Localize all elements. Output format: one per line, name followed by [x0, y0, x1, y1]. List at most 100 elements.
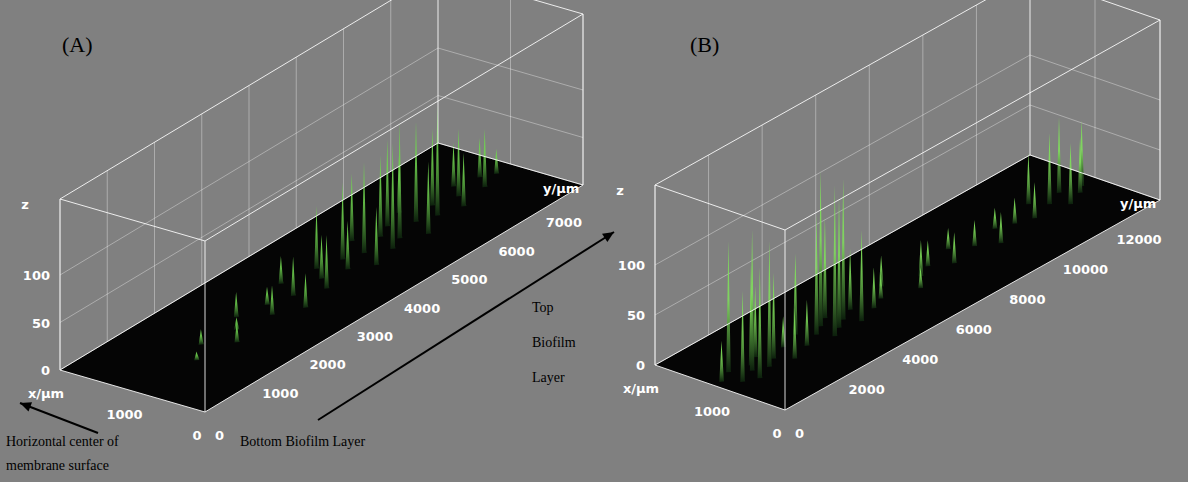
grid-line	[201, 114, 202, 285]
grid-line	[583, 14, 584, 185]
text-line: Layer	[532, 370, 565, 385]
grid-line	[1095, 0, 1096, 178]
spike	[1068, 143, 1073, 204]
arrow-head	[20, 402, 32, 411]
spikes	[194, 105, 499, 360]
grid-line	[249, 86, 250, 257]
canvas: 0100001000200030004000500060007000050100…	[0, 0, 1188, 482]
spike	[456, 129, 461, 197]
spike	[340, 182, 345, 259]
spike	[265, 287, 270, 305]
grid-line	[60, 199, 61, 370]
box-edge	[1160, 20, 1161, 200]
text-line: Top	[532, 300, 554, 315]
spike	[872, 267, 877, 308]
grid-line	[107, 171, 108, 342]
y-tick-label: 2000	[849, 382, 885, 397]
spike	[918, 267, 923, 288]
x-tick-label: 0	[192, 428, 201, 443]
y-axis-title: y/µm	[543, 181, 579, 196]
arrow-head	[602, 232, 614, 242]
spike	[235, 322, 240, 342]
box-edge	[655, 185, 656, 365]
spike	[397, 123, 402, 238]
z-axis-title: z	[21, 197, 29, 212]
spike	[767, 241, 772, 367]
spike	[324, 235, 329, 289]
spike	[199, 329, 204, 345]
grid-line	[60, 143, 438, 370]
z-axis-title: z	[616, 183, 624, 198]
x-axis-title: x/µm	[28, 386, 64, 401]
box-edge	[583, 14, 584, 185]
spike	[234, 292, 239, 317]
y-tick-label: 1000	[262, 386, 298, 401]
box-edge	[438, 0, 583, 14]
spike	[374, 207, 379, 265]
spike	[1057, 117, 1062, 193]
z-tick-label: 50	[32, 316, 50, 331]
box-edge	[785, 20, 1160, 230]
spike	[362, 162, 367, 254]
y-tick-label: 0	[795, 426, 804, 441]
text-line: Biofilm	[532, 335, 576, 350]
z-tick-label: 0	[636, 358, 645, 373]
spike	[972, 220, 977, 246]
spike	[451, 143, 456, 187]
box-edge	[1030, 155, 1160, 200]
grid-line	[922, 35, 923, 215]
y-tick-label: 4000	[404, 301, 440, 316]
spike	[841, 179, 846, 320]
spike	[1026, 153, 1031, 204]
grid-line	[60, 96, 438, 323]
arrow-line	[20, 403, 98, 433]
floor	[655, 155, 1160, 410]
spike	[859, 230, 864, 321]
box-edge	[205, 14, 583, 241]
spike	[494, 149, 499, 174]
box-edge	[785, 200, 1160, 410]
grid-line	[869, 65, 870, 245]
spike	[758, 267, 763, 378]
spike	[919, 240, 924, 276]
spike	[482, 129, 487, 187]
box-edge	[655, 185, 785, 230]
spike	[1032, 182, 1037, 218]
box-edge	[1030, 0, 1160, 20]
z-tick-label: 0	[41, 363, 50, 378]
text-line: Bottom Biofilm Layer	[240, 434, 366, 449]
spike	[726, 241, 731, 372]
spike	[952, 232, 957, 263]
grid-line	[762, 125, 763, 305]
spike	[1012, 198, 1017, 224]
y-tick-label: 8000	[1009, 292, 1045, 307]
y-axis-title: y/µm	[1120, 196, 1156, 211]
spike	[1078, 137, 1083, 193]
spike	[719, 341, 724, 382]
spike	[385, 140, 390, 227]
text-line: Horizontal center of	[6, 434, 119, 449]
spike	[279, 256, 284, 284]
x-axis-title: x/µm	[623, 381, 659, 396]
grid-line	[655, 185, 656, 365]
panel-label: (B)	[690, 32, 719, 57]
y-tick-label: 4000	[902, 352, 938, 367]
y-tick-label: 5000	[451, 272, 487, 287]
annotations: Horizontal center ofmembrane surfaceBott…	[6, 232, 614, 473]
panel-label: (A)	[62, 32, 93, 57]
box-edge	[205, 241, 206, 412]
grid-line	[390, 0, 391, 171]
spike	[350, 174, 355, 242]
background	[0, 0, 1188, 482]
grid-line	[1160, 20, 1161, 200]
grid-line	[60, 48, 438, 275]
box-edge	[438, 143, 583, 185]
y-tick-label: 6000	[499, 244, 535, 259]
box-edge	[785, 230, 786, 410]
z-tick-label: 100	[618, 258, 645, 273]
y-tick-label: 2000	[310, 357, 346, 372]
panel-1: 01000020004000600080001000012000050100x/…	[616, 0, 1161, 441]
spike	[771, 273, 776, 359]
floor	[60, 143, 583, 412]
spike	[993, 208, 998, 229]
